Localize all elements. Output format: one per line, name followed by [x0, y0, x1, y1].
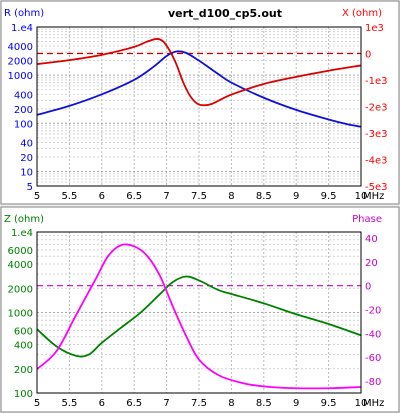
top-x-tick-label: 8.5	[256, 191, 272, 202]
bottom-left-tick-label: 1.e4	[11, 228, 33, 239]
bottom-left-tick-label: 400	[14, 341, 33, 352]
top-plot-frame	[36, 26, 362, 187]
bottom-right-tick-label: 40	[365, 234, 378, 245]
top-x-tick-label: 5.5	[61, 191, 77, 202]
top-left-tick-label: 200	[14, 105, 33, 116]
bottom-right-tick-label: -20	[365, 306, 381, 317]
bottom-left-tick-label: 1000	[8, 309, 33, 320]
top-x-tick-label: 9	[293, 191, 299, 202]
bottom-x-tick-label: 10	[355, 398, 368, 409]
bottom-x-tick-label: 9.5	[321, 398, 337, 409]
top-x-tick-label: 9.5	[321, 191, 337, 202]
top-left-tick-label: 5	[27, 182, 33, 193]
bottom-right-tick-label: -40	[365, 329, 381, 340]
bottom-left-tick-label: 4000	[8, 260, 33, 271]
top-left-tick-label: 2000	[8, 57, 33, 68]
top-x-tick-label: 7	[163, 191, 169, 202]
top-right-tick-label: -5e3	[365, 182, 388, 193]
bottom-left-tick-label: 100	[14, 389, 33, 400]
top-x-axis-label: MHz	[363, 191, 384, 202]
bottom-left-tick-label: 2000	[8, 284, 33, 295]
bottom-x-tick-label: 6	[99, 398, 105, 409]
top-right-tick-label: 1e3	[365, 23, 384, 34]
grid-layer	[36, 26, 362, 394]
bottom-x-tick-label: 8	[228, 398, 234, 409]
bottom-x-tick-label: 7.5	[191, 398, 207, 409]
bottom-right-tick-label: 0	[365, 282, 371, 293]
bottom-right-axis-label: Phase	[352, 214, 382, 225]
bottom-left-tick-label: 600	[14, 326, 33, 337]
top-left-tick-label: 40	[20, 139, 33, 150]
top-series-left-line	[36, 50, 362, 128]
text-layer: vert_d100_cp5.out 5 5.5 6 6.5 7 7.5 8 8.5 9 9.5 10…	[4, 7, 388, 409]
bottom-x-tick-label: 5.5	[61, 398, 77, 409]
top-left-tick-label: 1000	[8, 71, 33, 82]
top-x-tick-label: 5	[34, 191, 40, 202]
bottom-left-tick-label: 6000	[8, 246, 33, 257]
bottom-x-tick-label: 7	[163, 398, 169, 409]
bottom-right-tick-label: -60	[365, 353, 381, 364]
bottom-left-axis-label: Z (ohm)	[4, 214, 44, 225]
plot-layer	[36, 26, 362, 394]
bottom-x-tick-label: 5	[34, 398, 40, 409]
top-x-tick-label: 7.5	[191, 191, 207, 202]
bottom-right-tick-label: -80	[365, 377, 381, 388]
top-panel	[0, 0, 400, 205]
top-x-tick-label: 8	[228, 191, 234, 202]
chart-title: vert_d100_cp5.out	[168, 7, 282, 20]
bottom-plot-frame	[36, 231, 362, 394]
bottom-x-tick-label: 8.5	[256, 398, 272, 409]
bottom-x-tick-label: 6.5	[126, 398, 142, 409]
bottom-series-left-line	[36, 275, 362, 358]
bottom-left-tick-label: 200	[14, 365, 33, 376]
top-left-tick-label: 10	[20, 168, 33, 179]
top-right-axis-label: X (ohm)	[342, 8, 382, 19]
top-left-tick-label: 20	[20, 153, 33, 164]
top-x-tick-label: 6	[99, 191, 105, 202]
top-right-tick-label: -4e3	[365, 156, 388, 167]
bottom-x-tick-label: 9	[293, 398, 299, 409]
top-left-tick-label: 4000	[8, 42, 33, 53]
top-right-tick-label: -2e3	[365, 103, 388, 114]
top-right-tick-label: -3e3	[365, 129, 388, 140]
bottom-x-axis-label: MHz	[363, 398, 384, 409]
top-x-tick-label: 10	[355, 191, 368, 202]
top-left-tick-label: 1.e4	[11, 23, 33, 34]
top-left-tick-label: 400	[14, 90, 33, 101]
bottom-right-tick-label: 20	[365, 258, 378, 269]
top-left-tick-label: 100	[14, 119, 33, 130]
top-left-axis-label: R (ohm)	[4, 8, 44, 19]
bottom-series-right-line	[36, 243, 362, 390]
top-right-tick-label: 0	[365, 50, 371, 61]
top-series-right-line	[36, 38, 362, 107]
top-x-tick-label: 6.5	[126, 191, 142, 202]
top-right-tick-label: -1e3	[365, 76, 388, 87]
bottom-panel	[0, 206, 400, 413]
